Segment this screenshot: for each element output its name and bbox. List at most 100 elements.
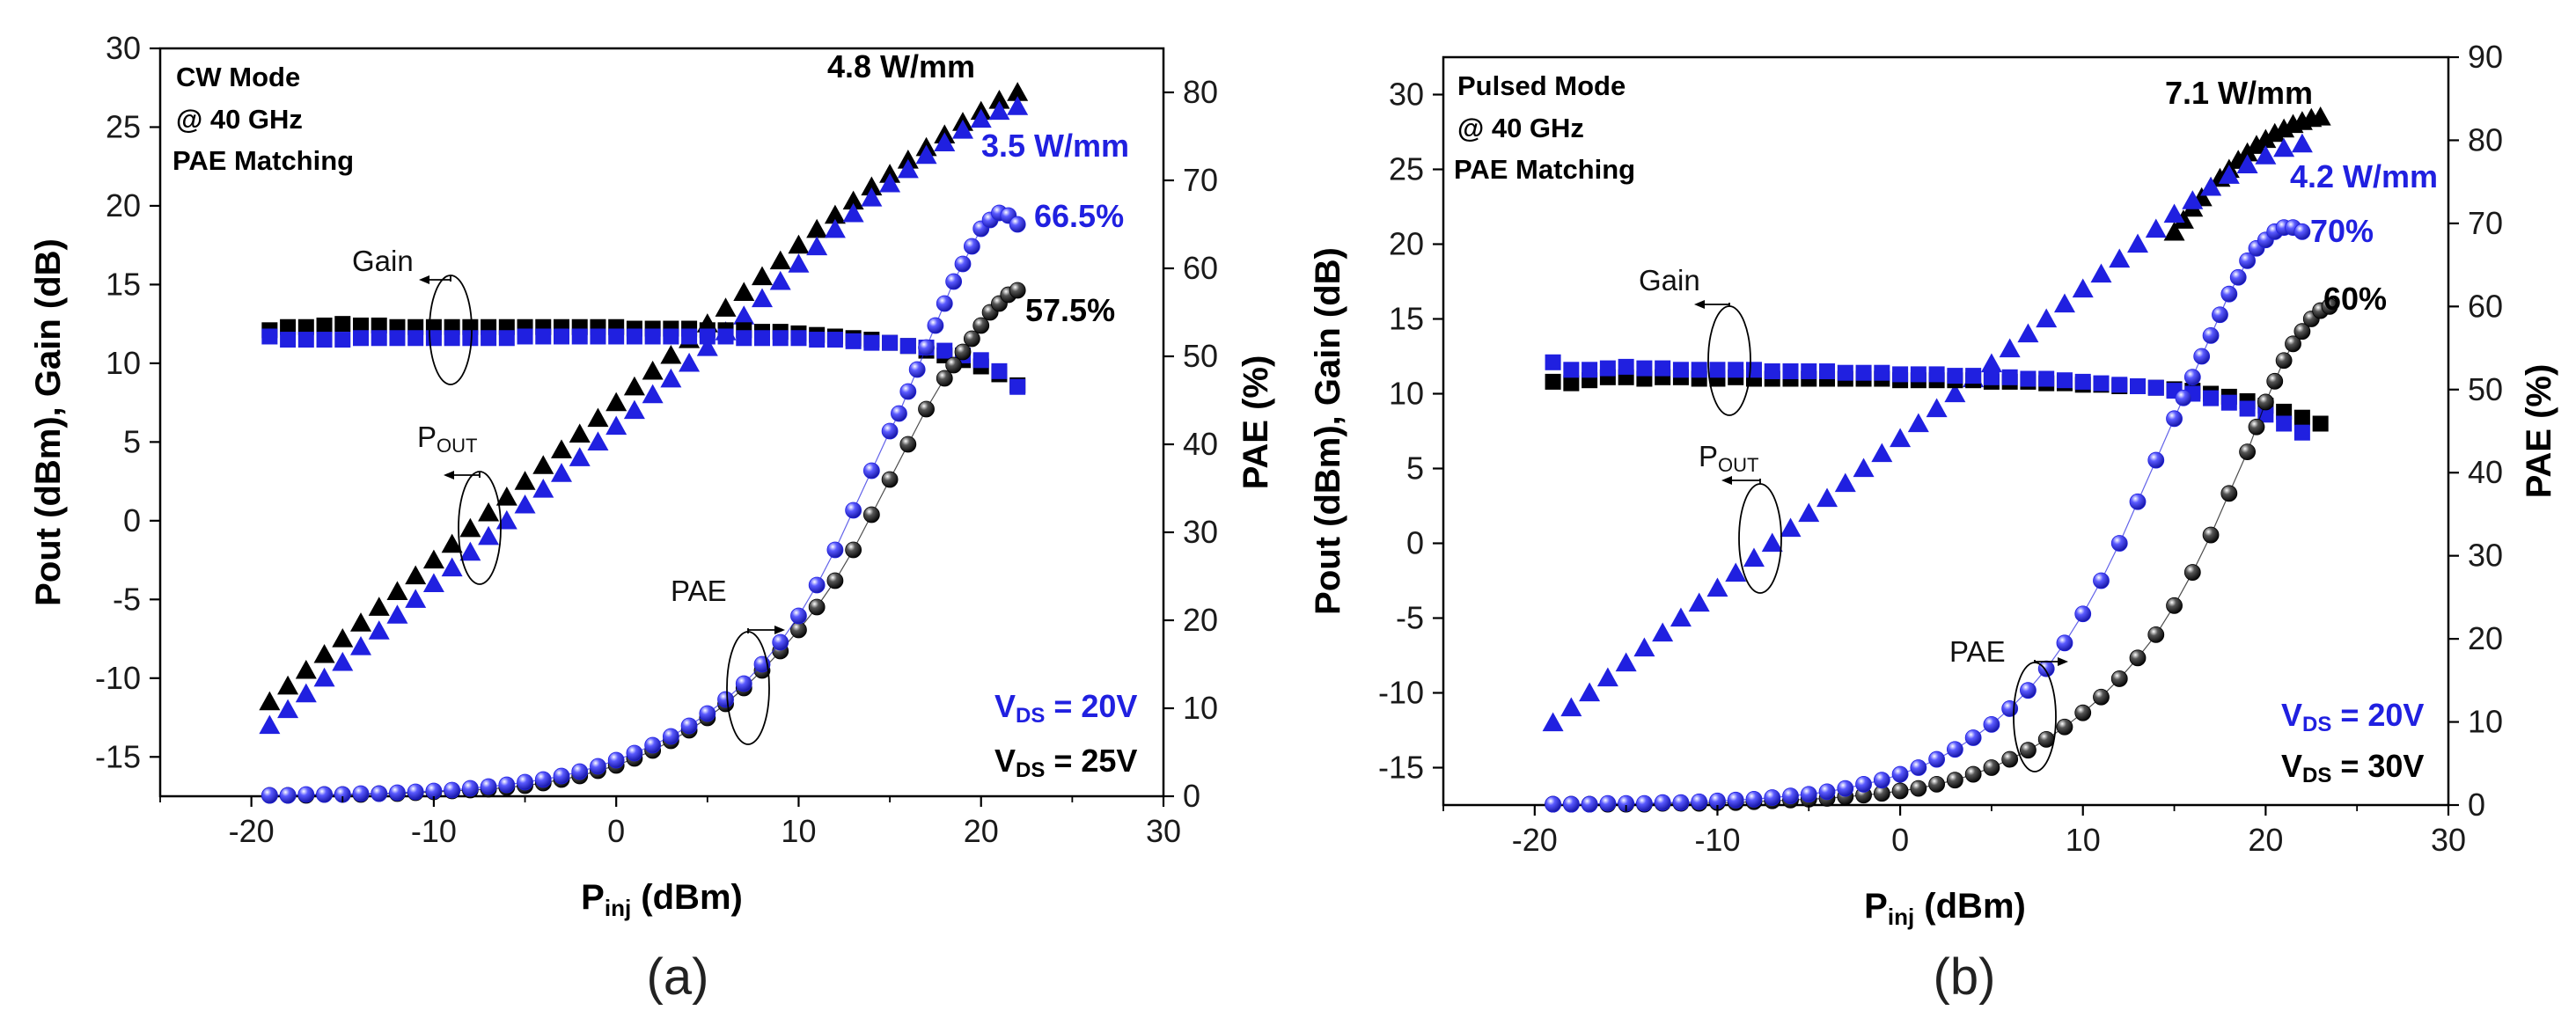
y-left-tick-label: -15 [95, 738, 141, 774]
pae-callout-arrow [747, 628, 778, 633]
data-point-triangle [988, 90, 1010, 109]
data-point-sphere [1618, 794, 1635, 812]
data-point-square [462, 330, 479, 347]
data-point-sphere [735, 675, 752, 692]
data-point-sphere [845, 502, 862, 519]
data-point-square [590, 328, 606, 345]
data-point-square [444, 330, 460, 347]
data-point-triangle [679, 352, 701, 372]
pae-callout-ellipse [2013, 662, 2057, 772]
data-point-sphere [1800, 786, 1817, 803]
data-point-square [608, 328, 625, 345]
x-axis-label-main: P [581, 878, 605, 917]
data-point-triangle [1816, 487, 1838, 508]
series-layer [259, 82, 1029, 804]
data-point-triangle [660, 344, 682, 364]
pae-arrowhead [2058, 657, 2068, 666]
data-point-sphere [1910, 780, 1927, 797]
data-point-triangle [1834, 472, 1856, 493]
data-point-square [809, 332, 826, 348]
series-line [269, 212, 1018, 796]
data-point-triangle [478, 502, 500, 522]
x-tick-label: -20 [1512, 822, 1558, 858]
data-point-sphere [945, 273, 963, 290]
gain-callout-arrow [1701, 303, 1730, 306]
data-point-triangle [2236, 154, 2258, 173]
data-point-square [2020, 370, 2037, 387]
data-point-triangle [532, 479, 554, 498]
data-point-triangle [1871, 443, 1893, 463]
plot-frame [1442, 55, 2450, 807]
data-point-square [936, 342, 953, 359]
y-right-tick-label: 60 [1183, 250, 1218, 286]
data-point-square [371, 317, 387, 333]
data-point-triangle [842, 202, 864, 223]
data-point-sphere [790, 607, 807, 625]
data-point-triangle [1761, 532, 1783, 553]
data-point-square [1801, 363, 1817, 379]
data-point-sphere [936, 370, 953, 387]
mode-note-1: Pulsed Mode [1457, 70, 1626, 101]
series-pae-25v [261, 282, 1026, 804]
data-point-square [882, 334, 899, 351]
data-point-triangle [806, 236, 828, 256]
data-point-triangle [569, 423, 591, 443]
data-point-triangle [259, 691, 281, 711]
x-tick-label: 30 [2431, 822, 2466, 858]
y-axis-label-left: Pout (dBm), Gain (dB) [29, 238, 68, 606]
data-point-sphere [717, 691, 734, 708]
data-point-sphere [963, 238, 980, 255]
data-point-sphere [2248, 418, 2265, 436]
annotation-60-pct: 60% [2323, 281, 2387, 317]
data-point-square [1965, 368, 1982, 384]
gain-arrowhead [1694, 300, 1705, 309]
data-point-sphere [1654, 794, 1671, 811]
data-point-square [1655, 360, 1671, 377]
y-left-tick-label: -5 [1396, 600, 1424, 636]
data-point-sphere [2129, 493, 2147, 510]
data-point-square [2130, 378, 2147, 394]
data-point-sphere [918, 339, 935, 356]
data-point-square [316, 332, 333, 348]
pout-label-sub: OUT [1718, 454, 1758, 476]
data-point-triangle [2036, 308, 2058, 328]
data-point-triangle [988, 100, 1010, 121]
data-point-triangle [1706, 577, 1728, 597]
series-gain-25v [261, 316, 1026, 393]
data-point-square [261, 328, 278, 345]
data-point-sphere [2074, 704, 2092, 721]
data-point-triangle [441, 533, 463, 553]
data-point-triangle [2291, 133, 2313, 153]
y-left-tick-label: -5 [113, 581, 141, 617]
pout-callout-arrow [451, 472, 481, 478]
data-point-sphere [1745, 790, 1763, 808]
annotation-70-pct: 70% [2310, 213, 2374, 249]
x-axis-label-sub: inj [1888, 904, 1914, 930]
data-point-triangle [2072, 278, 2094, 298]
data-point-triangle [897, 158, 919, 179]
data-point-sphere [1009, 216, 1026, 233]
data-point-sphere [1928, 775, 1946, 793]
data-point-square [2276, 415, 2293, 432]
y-left-tick-label: 10 [106, 345, 141, 381]
vds-value: = 30V [2331, 748, 2424, 784]
data-point-square [1947, 368, 1963, 384]
pout-label: POUT [1699, 440, 1758, 476]
data-point-sphere [1782, 787, 1799, 805]
data-point-square [1874, 364, 1890, 381]
data-point-sphere [2001, 750, 2019, 768]
vds-sub: DS [1016, 704, 1045, 728]
data-point-sphere [626, 744, 643, 762]
vds-value: = 20V [1045, 688, 1137, 724]
data-point-square [371, 330, 387, 347]
data-point-triangle [1725, 562, 1747, 582]
data-point-triangle [861, 187, 883, 207]
data-point-sphere [1545, 795, 1561, 813]
annotation-4-2-w-mm: 4.2 W/mm [2290, 158, 2438, 194]
y-left-tick-label: 15 [106, 266, 141, 302]
data-point-sphere [2202, 326, 2220, 344]
series-pout-20v [259, 96, 1029, 735]
data-point-triangle [952, 120, 973, 139]
data-point-sphere [389, 784, 406, 802]
data-point-sphere [607, 751, 625, 769]
